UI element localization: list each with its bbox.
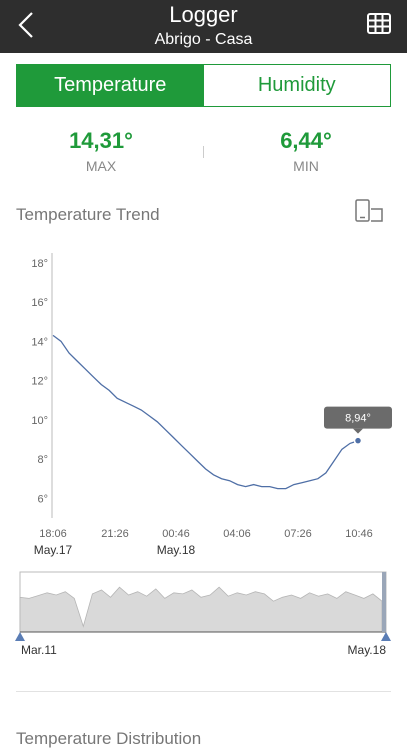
rotate-screen-icon	[355, 199, 383, 222]
last-data-point	[353, 436, 363, 445]
range-handle-left[interactable]	[15, 632, 25, 641]
distribution-title: Temperature Distribution	[16, 729, 202, 748]
x-tick-label: 00:46	[162, 528, 190, 540]
temperature-series-line	[52, 334, 359, 490]
y-tick-label: 10°	[31, 415, 48, 427]
value-tooltip: 8,94°	[324, 406, 392, 434]
back-arrow-icon	[18, 12, 33, 38]
y-tick-label: 6°	[37, 493, 48, 505]
back-button[interactable]	[14, 10, 42, 40]
x-date-label: May.17	[34, 543, 73, 557]
section-separator	[16, 691, 391, 692]
y-tick-label: 14°	[31, 336, 48, 348]
table-view-button[interactable]	[365, 11, 393, 37]
stat-divider	[203, 146, 204, 158]
temperature-trend-chart: 18° 16° 14° 12° 10° 8° 6° 18:06 21:26 00:46 04:06…	[15, 253, 392, 657]
min-stat: 6,44° MIN	[221, 128, 391, 174]
range-start-label: Mar.11	[21, 643, 57, 657]
y-tick-label: 16°	[31, 297, 48, 309]
max-label: MAX	[85, 158, 117, 174]
x-tick-label: 07:26	[284, 528, 312, 540]
min-value: 6,44°	[280, 128, 332, 153]
x-tick-label: 04:06	[223, 528, 251, 540]
metric-tabs: Temperature Humidity	[16, 64, 391, 107]
y-tick-label: 12°	[31, 376, 48, 388]
app-header: Logger Abrigo - Casa	[0, 0, 407, 53]
page-title: Logger	[169, 2, 238, 27]
tab-temperature[interactable]: Temperature	[17, 65, 204, 106]
y-tick-label: 18°	[31, 258, 48, 270]
y-tick-label: 8°	[37, 454, 48, 466]
table-grid-icon	[367, 13, 391, 34]
x-tick-label: 21:26	[101, 528, 129, 540]
trend-title: Temperature Trend	[16, 205, 160, 224]
min-label: MIN	[293, 158, 319, 174]
rotate-button[interactable]	[352, 198, 386, 224]
tooltip-value: 8,94°	[345, 413, 371, 425]
device-name: Abrigo - Casa	[154, 31, 253, 48]
x-tick-label: 10:46	[345, 528, 373, 540]
range-handle-right[interactable]	[381, 632, 391, 641]
max-value: 14,31°	[69, 128, 133, 153]
x-tick-label: 18:06	[39, 528, 67, 540]
tab-humidity[interactable]: Humidity	[203, 65, 390, 106]
range-end-label: May.18	[348, 643, 387, 657]
x-date-label: May.18	[157, 543, 196, 557]
max-stat: 14,31° MAX	[16, 128, 186, 174]
range-handle-bar[interactable]	[382, 572, 386, 632]
overview-area	[19, 586, 383, 633]
